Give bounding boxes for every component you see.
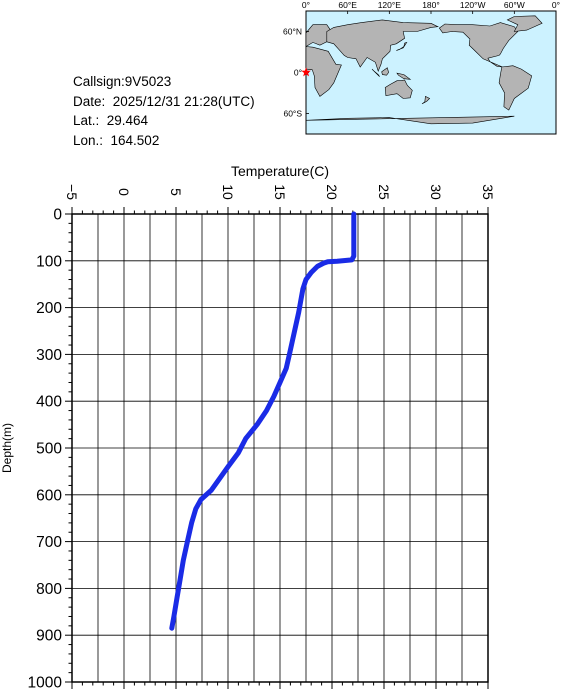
- y-axis-ticks: 0 100 200 300 400 500 600 700 800 900 1000: [28, 207, 72, 690]
- x-tick-label: 30: [428, 184, 444, 200]
- map-longitude-label: 120°E: [378, 0, 402, 10]
- y-tick-label: 0: [53, 207, 62, 224]
- y-axis-title: Depth(m): [0, 423, 14, 473]
- plot-grid: [71, 213, 489, 683]
- land-greenland: [506, 15, 543, 32]
- map-longitude-label: 180°: [422, 0, 440, 10]
- y-tick-label: 300: [36, 347, 62, 364]
- latitude-text: Lat.: 29.464: [73, 113, 149, 129]
- x-tick-label: 10: [220, 184, 236, 200]
- map-latitude-label: 60°N: [283, 27, 302, 37]
- land-south-america: [498, 65, 533, 111]
- x-tick-label: 20: [324, 184, 340, 200]
- world-map: 0° 60°E 120°E 180° 120°W 60°W 0° 60°N 0° 60°S: [283, 0, 560, 135]
- location-marker-icon: [301, 67, 311, 77]
- y-tick-label: 800: [36, 581, 62, 598]
- date-text: Date: 2025/12/31 21:28(UTC): [73, 93, 255, 109]
- x-axis-title: Temperature(C): [231, 163, 329, 179]
- profile-plot: −5 0 5 10 15 20 25 30 35 01002003004005006007008…: [0, 163, 496, 690]
- land-antarctica: [305, 115, 515, 134]
- x-tick-label: −5: [64, 184, 80, 200]
- land-north-america: [438, 22, 519, 68]
- y-tick-label: 400: [36, 394, 62, 411]
- y-tick-label: 900: [36, 628, 62, 645]
- land-new-zealand: [421, 95, 431, 105]
- land-australia: [384, 79, 413, 99]
- map-axis-labels: 0° 60°E 120°E 180° 120°W 60°W 0° 60°N 0° 60°S: [283, 0, 560, 119]
- longitude-text: Lon.: 164.502: [73, 132, 160, 148]
- map-longitude-label: 60°W: [504, 0, 525, 10]
- land-new-guinea: [396, 72, 412, 80]
- x-tick-label: 5: [168, 188, 184, 196]
- map-longitude-label: 60°E: [338, 0, 357, 10]
- callsign-text: Callsign:9V5023: [73, 74, 172, 89]
- y-tick-label: 500: [36, 441, 62, 458]
- land-borneo: [381, 67, 389, 76]
- station-info: Callsign:9V5023 Date: 2025/12/31 21:28(U…: [73, 72, 255, 150]
- x-tick-label: 35: [480, 184, 496, 200]
- x-tick-label: 0: [116, 188, 132, 196]
- y-tick-label: 200: [36, 300, 62, 317]
- x-tick-label: 25: [376, 184, 392, 200]
- map-latitude-label: 60°S: [283, 109, 302, 119]
- map-latitude-label: 0°: [294, 68, 302, 78]
- x-tick-label: 15: [272, 184, 288, 200]
- land-sumatra: [371, 68, 380, 77]
- map-longitude-label: 0°: [552, 0, 560, 10]
- temperature-profile-line: [169, 211, 357, 631]
- land-asia: [326, 19, 439, 72]
- y-tick-label: 1000: [28, 675, 63, 690]
- temperature-series: [169, 211, 357, 631]
- land-japan: [396, 41, 408, 51]
- map-longitude-label: 0°: [302, 0, 310, 10]
- y-tick-label: 700: [36, 534, 62, 551]
- y-tick-label: 100: [36, 253, 62, 270]
- map-longitude-label: 120°W: [460, 0, 486, 10]
- map-land: [305, 15, 543, 134]
- y-tick-label: 600: [36, 487, 62, 504]
